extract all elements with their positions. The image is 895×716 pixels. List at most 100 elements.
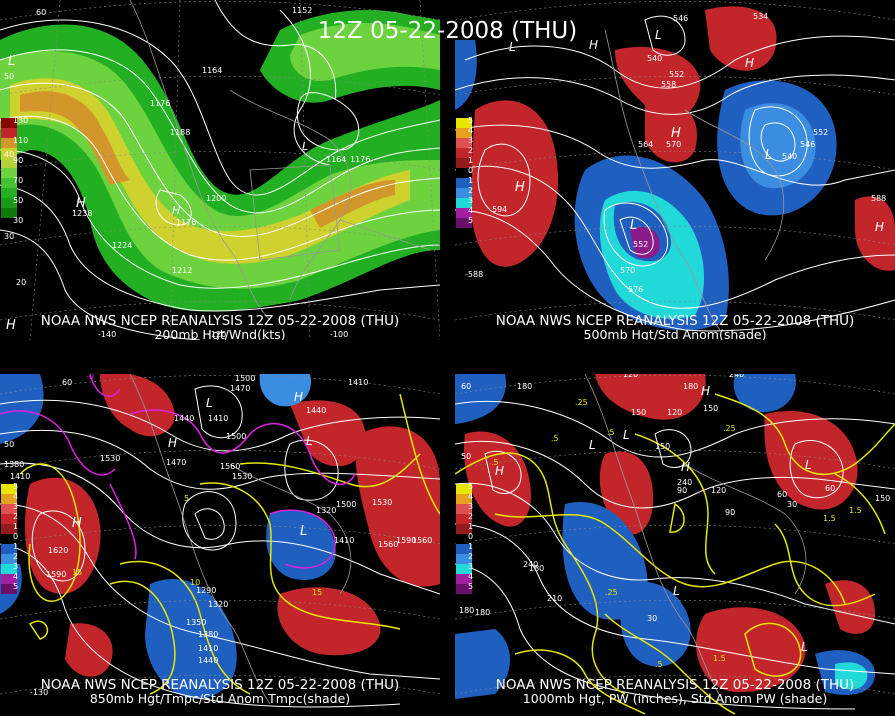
contour-label: 570: [666, 140, 682, 149]
contour-label: 1410: [10, 472, 31, 481]
contour-label: 90: [725, 508, 736, 517]
high-center-label: H: [72, 516, 82, 531]
legend-label: 5: [468, 582, 474, 591]
low-center-label: L: [509, 40, 516, 54]
lon-label: -100: [330, 330, 349, 339]
contour-label: 1164: [202, 66, 223, 75]
graticule: [455, 374, 895, 695]
pw-contours: [455, 393, 895, 715]
contour-label: 1440: [174, 414, 195, 423]
contour-label: 1560: [412, 536, 433, 545]
contour-label: 1380: [4, 460, 25, 469]
contour-label: 180: [517, 382, 533, 391]
legend-label: 1: [13, 522, 19, 531]
contour-label: 150: [655, 442, 671, 451]
anom-blue-west: [455, 374, 506, 424]
anom-blue-west: [0, 374, 44, 444]
height-contours: [455, 15, 895, 332]
anom-blue-north: [733, 374, 796, 413]
coastlines: [129, 0, 431, 321]
anom-red-east: [855, 196, 895, 271]
anom-red-west: [25, 477, 101, 594]
contour-label: 552: [669, 70, 685, 79]
legend-label: 4: [13, 492, 19, 501]
legend-label: 1: [468, 522, 474, 531]
anom-red-ne: [764, 410, 858, 510]
graticule: [0, 374, 440, 695]
anom-blue-south: [620, 581, 691, 667]
anom-blue-north: [259, 374, 311, 407]
anom-red-ne: [290, 400, 366, 467]
legend-label: 4: [468, 126, 474, 135]
anom-red-north: [595, 374, 706, 420]
anom-cyan-se: [835, 662, 868, 690]
high-center-label: H: [76, 196, 86, 211]
panel-caption: NOAA NWS NCEP REANALYSIS 12Z 05-22-2008 …: [455, 678, 895, 705]
legend-label: 1: [468, 156, 474, 165]
anom-red-east: [825, 580, 875, 634]
contour-label: 1410: [348, 378, 369, 387]
contour-label: 1500: [235, 374, 256, 383]
legend-label: 130: [13, 116, 29, 125]
legend-label: 50: [13, 196, 24, 205]
legend-label: 3: [468, 196, 474, 205]
contour-label: 1176: [350, 155, 371, 164]
panel-1000mb: 5 4 3 2 1 0 1 2 3 4 5 120 180 240 150 12…: [455, 374, 895, 716]
contour-label: 180: [459, 606, 475, 615]
lat-label: -130: [30, 688, 49, 697]
low-center-label: L: [801, 640, 808, 654]
contour-label: 150: [631, 408, 647, 417]
contour-label: 1200: [206, 194, 227, 203]
contour-label: 1176: [176, 218, 197, 227]
map-200mb: [0, 0, 440, 340]
anom-red-south: [696, 607, 806, 693]
anom-purple-core: [630, 226, 660, 259]
anom-red-north: [100, 374, 175, 437]
contour-label: 1530: [372, 498, 393, 507]
anom-blue-sw: [455, 629, 510, 699]
legend-label: 3: [468, 562, 474, 571]
low-center-label: L: [8, 54, 16, 69]
high-center-label: H: [515, 180, 525, 195]
contour-label: 120: [711, 486, 727, 495]
anomaly-legend: 5 4 3 2 1 0 1 2 3 4 5: [1, 482, 19, 594]
pw-label: .5: [607, 428, 615, 437]
contour-label: 1380: [198, 630, 219, 639]
jet-orange-core: [20, 91, 130, 185]
legend-label: 1: [13, 542, 19, 551]
contour-label: 558: [661, 80, 677, 89]
contour-label: 1410: [208, 414, 229, 423]
contour-label: 150: [875, 494, 891, 503]
contour-label: 1290: [196, 586, 217, 595]
lon-label: -120: [208, 330, 227, 339]
legend-label: 2: [468, 146, 474, 155]
pw-label: .25: [575, 398, 588, 407]
high-center-label: H: [168, 436, 178, 450]
legend-label: 2: [13, 552, 19, 561]
jet-light-north: [290, 23, 440, 81]
high-center-label: H: [745, 56, 755, 70]
contour-label: 1500: [336, 500, 357, 509]
panel-source: NOAA NWS NCEP REANALYSIS 12Z 05-22-2008 …: [495, 677, 855, 693]
panel-850mb: 5 4 3 2 1 0 1 2 3 4 5 1500 1470 1440 141…: [0, 374, 440, 716]
legend-label: 4: [468, 492, 474, 501]
lat-label: 30: [4, 232, 15, 241]
contour-label: 1350: [186, 618, 207, 627]
contour-label: 594: [492, 205, 508, 214]
legend-label: 4: [468, 206, 474, 215]
anom-red-east: [355, 426, 440, 587]
low-center-label: L: [630, 218, 638, 233]
jet-yellow-band: [10, 78, 410, 264]
contour-label: 1320: [316, 506, 337, 515]
contour-label: 1470: [166, 458, 187, 467]
contour-label: 120: [623, 374, 639, 379]
low-center-label: L: [623, 428, 630, 442]
legend-label: 1: [468, 176, 474, 185]
temperature-label: 10: [190, 578, 201, 587]
panel-source: NOAA NWS NCEP REANALYSIS 12Z 05-22-2008 …: [40, 313, 400, 329]
legend-label: 3: [13, 562, 19, 571]
legend-label: 4: [13, 572, 19, 581]
panel-source: NOAA NWS NCEP REANALYSIS 12Z 05-22-2008 …: [40, 677, 400, 693]
high-center-label: H: [172, 204, 181, 217]
anomaly-legend: 5 4 3 2 1 0 1 2 3 4 5: [456, 116, 474, 228]
